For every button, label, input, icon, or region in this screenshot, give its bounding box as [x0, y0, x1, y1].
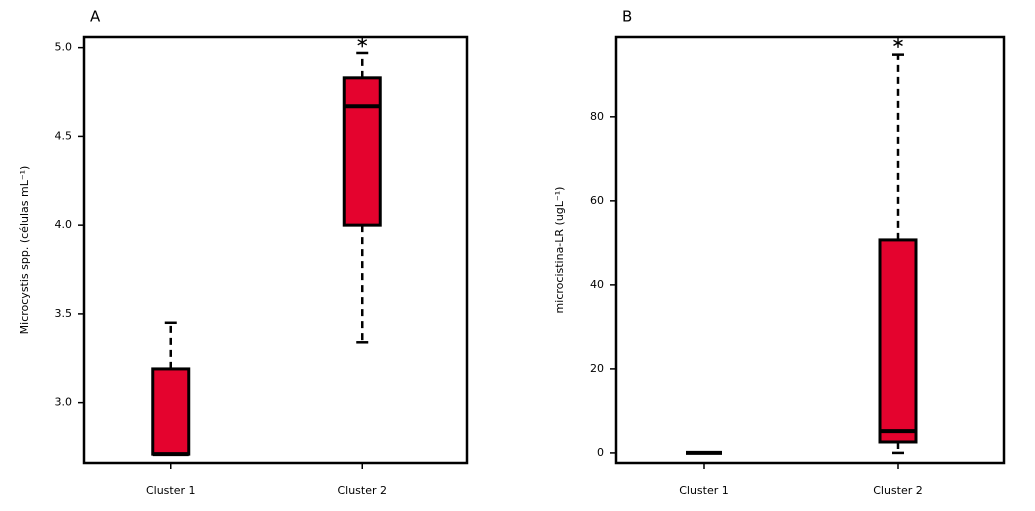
y-tick-label: 3.5 [55, 307, 73, 320]
plot-frame [82, 35, 469, 465]
outlier-stroke [357, 39, 368, 46]
panel-label: B [622, 8, 632, 26]
box [342, 76, 382, 227]
outlier [357, 37, 368, 48]
panel-label: A [90, 8, 101, 26]
outlier [893, 37, 903, 48]
y-tick-label: 5.0 [55, 41, 73, 54]
y-axis-label: microcistina-LR (ugL⁻¹) [553, 187, 566, 314]
y-tick-label: 4.0 [55, 218, 73, 231]
y-tick-label: 3.0 [55, 396, 73, 409]
y-tick-label: 20 [590, 362, 604, 375]
outlier-stroke [893, 39, 903, 46]
y-tick-label: 4.5 [55, 129, 73, 142]
box [878, 238, 918, 444]
plot-frame [614, 35, 1006, 465]
x-tick-label: Cluster 1 [679, 484, 729, 497]
y-tick-label: 60 [590, 194, 604, 207]
x-tick-label: Cluster 2 [873, 484, 923, 497]
y-axis-label: Microcystis spp. (células mL⁻¹) [18, 166, 31, 335]
y-tick-label: 80 [590, 110, 604, 123]
y-tick-label: 0 [597, 446, 604, 459]
x-tick-label: Cluster 1 [146, 484, 196, 497]
y-tick-label: 40 [590, 278, 604, 291]
x-tick-label: Cluster 2 [337, 484, 387, 497]
box [151, 367, 191, 456]
